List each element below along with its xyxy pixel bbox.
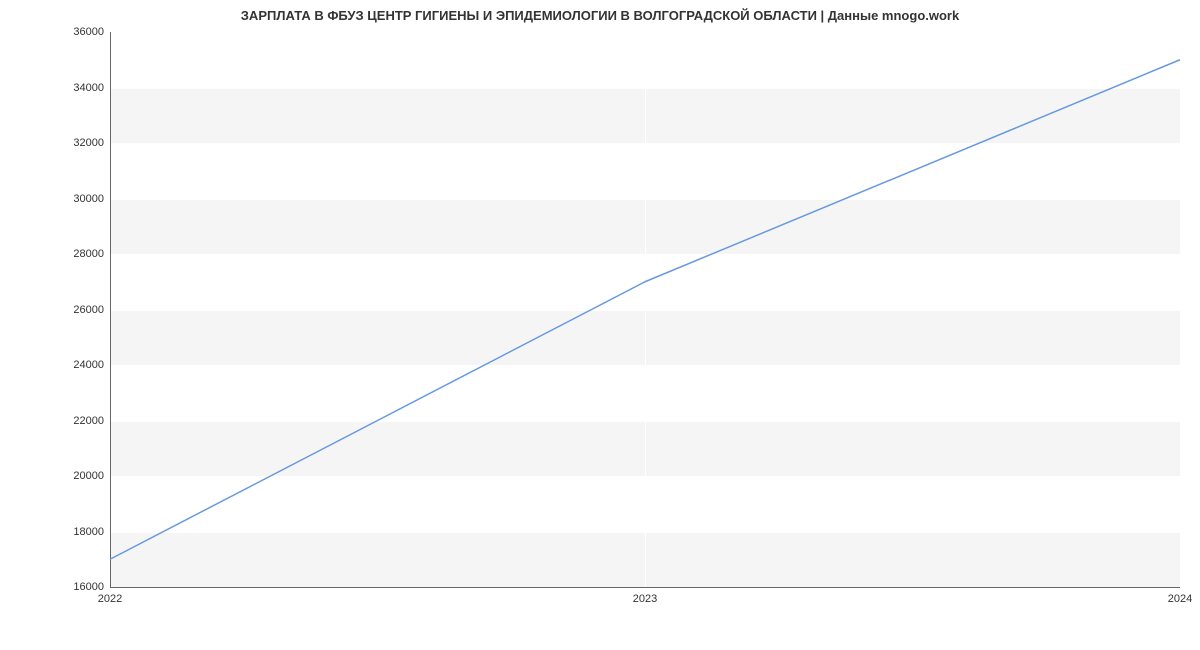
y-tick-label: 36000 [60, 26, 104, 38]
y-tick-label: 24000 [60, 359, 104, 371]
x-tick-label: 2023 [633, 593, 657, 605]
y-tick-label: 28000 [60, 248, 104, 260]
y-tick-label: 20000 [60, 470, 104, 482]
x-tick-label: 2022 [98, 593, 122, 605]
y-tick-label: 16000 [60, 581, 104, 593]
v-gridline [1180, 32, 1181, 587]
y-tick-label: 34000 [60, 82, 104, 94]
chart-title: ЗАРПЛАТА В ФБУЗ ЦЕНТР ГИГИЕНЫ И ЭПИДЕМИО… [0, 0, 1200, 23]
plot-area: 1600018000200002200024000260002800030000… [110, 32, 1180, 587]
y-tick-label: 32000 [60, 137, 104, 149]
salary-line-chart: ЗАРПЛАТА В ФБУЗ ЦЕНТР ГИГИЕНЫ И ЭПИДЕМИО… [0, 0, 1200, 650]
y-tick-label: 30000 [60, 193, 104, 205]
x-axis [110, 587, 1180, 588]
y-tick-label: 18000 [60, 526, 104, 538]
salary-series [110, 32, 1180, 587]
y-tick-label: 22000 [60, 415, 104, 427]
x-tick-label: 2024 [1168, 593, 1192, 605]
y-tick-label: 26000 [60, 304, 104, 316]
